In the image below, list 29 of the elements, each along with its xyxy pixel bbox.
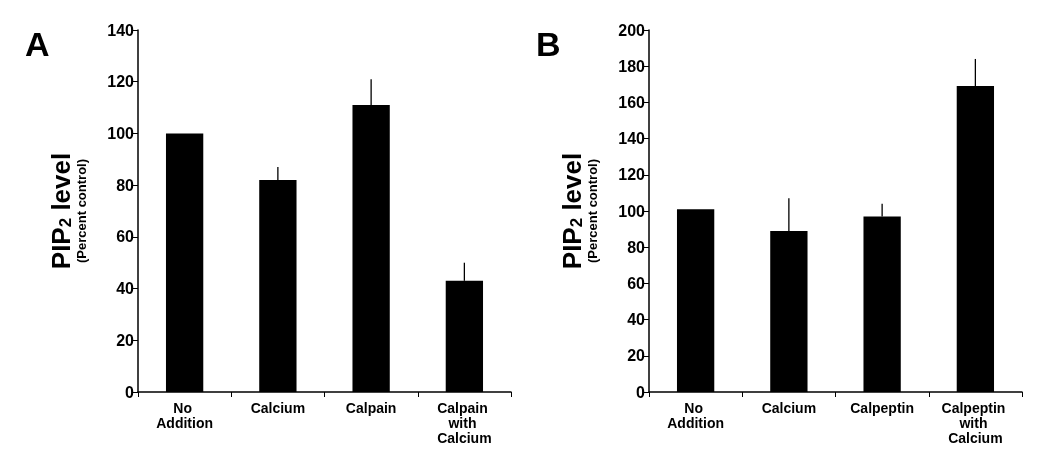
y-tick-label: 40 xyxy=(116,280,135,298)
y-tick-label: 100 xyxy=(618,202,646,220)
x-tick-label: Calpeptin with Calcium xyxy=(941,399,1010,446)
y-tick-label: 0 xyxy=(636,383,646,401)
chart-title: B xyxy=(536,25,561,63)
y-tick-label: 80 xyxy=(627,238,646,256)
y-tick-label: 20 xyxy=(116,331,135,349)
y-tick-label: 160 xyxy=(618,93,646,111)
y-tick-label: 20 xyxy=(627,347,646,365)
y-tick-label: 180 xyxy=(618,57,646,75)
x-tick-label: No Addition xyxy=(156,399,214,431)
y-tick-label: 120 xyxy=(618,166,646,184)
y-tick-label: 0 xyxy=(125,383,135,401)
y-tick-label: 80 xyxy=(116,176,135,194)
x-tick-label: Calcium xyxy=(761,399,817,416)
x-tick-label: Calpain with Calcium xyxy=(437,399,492,446)
y-tick-label: 60 xyxy=(627,274,646,292)
x-tick-label: Calpain xyxy=(345,399,397,416)
y-tick-label: 140 xyxy=(107,21,135,39)
y-tick-label: 120 xyxy=(107,73,135,91)
x-tick-label: Calcium xyxy=(250,399,306,416)
y-tick-label: 100 xyxy=(107,124,135,142)
y-tick-label: 200 xyxy=(618,21,646,39)
y-tick-label: 60 xyxy=(116,228,135,246)
y-tick-label: 140 xyxy=(618,130,646,148)
x-tick-label: No Addition xyxy=(667,399,725,431)
chart-title: A xyxy=(25,25,50,63)
y-tick-label: 40 xyxy=(627,311,646,329)
x-tick-label: Calpeptin xyxy=(850,399,915,416)
